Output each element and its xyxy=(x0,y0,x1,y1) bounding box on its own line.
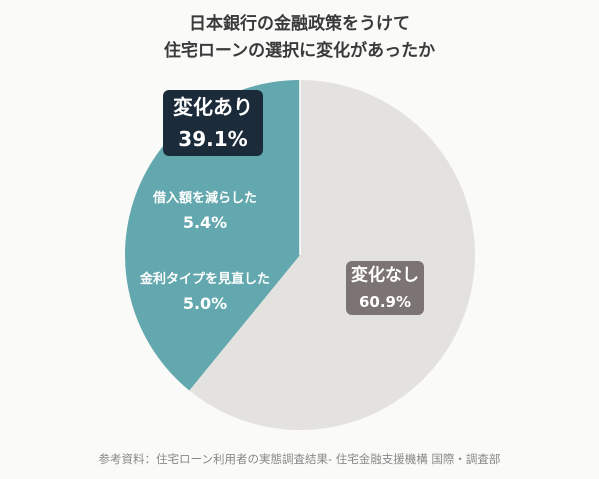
chart-title-line-2: 住宅ローンの選択に変化があったか xyxy=(163,41,436,61)
sub-value-0: 5.4% xyxy=(183,213,227,232)
badge-unchanged-value: 60.9% xyxy=(359,293,411,311)
badge-changed-label: 変化あり xyxy=(173,95,253,119)
sub-label-1: 金利タイプを見直した xyxy=(139,271,270,287)
badge-unchanged-bg xyxy=(346,261,424,315)
chart-title-line-1: 日本銀行の金融政策をうけて xyxy=(189,14,410,34)
badge-changed-value: 39.1% xyxy=(178,127,247,151)
badge-unchanged-label: 変化なし xyxy=(351,264,419,285)
pie-slice-0 xyxy=(189,80,475,430)
pie-slice-1 xyxy=(125,80,301,391)
badge-changed-bg xyxy=(163,90,263,156)
sub-value-1: 5.0% xyxy=(183,294,227,313)
source-note: 参考資料：住宅ローン利用者の実態調査結果- 住宅金融支援機構 国際・調査部 xyxy=(98,452,501,466)
sub-label-0: 借入額を減らした xyxy=(152,190,257,206)
